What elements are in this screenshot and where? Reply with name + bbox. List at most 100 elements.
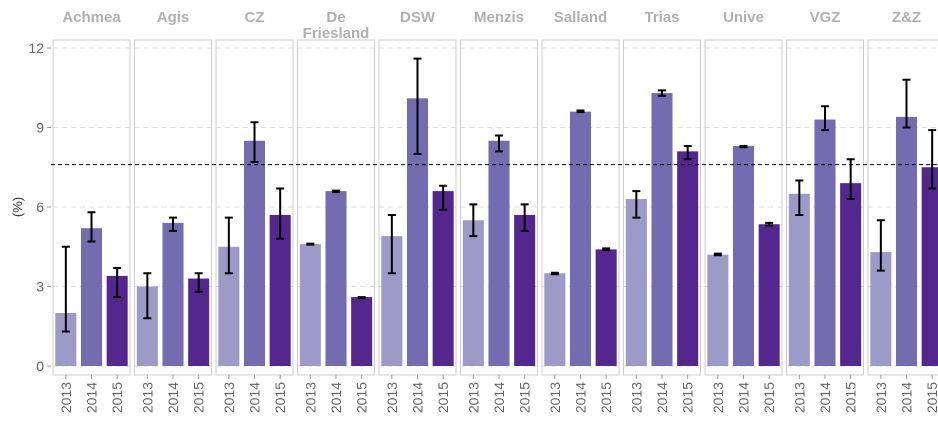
error-bar	[928, 129, 937, 190]
y-tick-label: 6	[36, 199, 44, 215]
bar	[488, 140, 510, 366]
bar	[595, 249, 617, 366]
error-bar	[276, 187, 285, 240]
facet-title: VGZ	[809, 9, 841, 26]
bar	[707, 254, 729, 366]
x-tick-label: 2013	[384, 382, 400, 413]
bar	[218, 246, 240, 366]
bar	[106, 275, 128, 366]
bar	[325, 191, 347, 366]
x-tick-label: 2015	[191, 382, 207, 413]
x-tick-label: 2015	[680, 382, 696, 413]
y-axis-label: (%)	[10, 197, 25, 217]
error-bar	[87, 211, 96, 243]
error-bar	[683, 145, 692, 161]
error-bar	[576, 109, 585, 114]
error-bar	[306, 242, 315, 246]
x-tick-label: 2014	[736, 382, 752, 413]
x-tick-label: 2013	[710, 382, 726, 413]
x-tick-label: 2014	[84, 382, 100, 413]
x-tick-label: 2015	[924, 382, 938, 413]
facet-title: Z&Z	[891, 9, 922, 26]
bar	[758, 224, 780, 366]
x-tick-label: 2013	[547, 382, 563, 413]
y-tick-label: 0	[36, 358, 44, 374]
error-bar	[169, 216, 177, 232]
error-bar	[357, 296, 366, 300]
x-tick-label: 2013	[302, 382, 318, 413]
bar	[406, 98, 429, 366]
bar	[243, 140, 266, 366]
facet-title: Agis	[156, 9, 190, 26]
bar	[351, 297, 373, 366]
error-bar	[61, 245, 70, 333]
bar	[870, 252, 892, 366]
facet-title: Unive	[723, 9, 764, 26]
bar	[80, 228, 103, 366]
bar	[514, 214, 536, 366]
error-bar	[765, 221, 774, 227]
error-bar	[550, 271, 559, 276]
bar	[814, 119, 836, 366]
bar	[432, 191, 454, 366]
x-tick-label: 2014	[165, 382, 181, 413]
error-bar	[795, 179, 804, 216]
x-tick-label: 2015	[354, 382, 370, 413]
facet-title: CZ	[244, 9, 265, 26]
bar	[569, 111, 592, 366]
bar	[921, 167, 938, 366]
bar	[269, 214, 291, 366]
x-tick-label: 2015	[517, 382, 533, 413]
x-tick-label: 2015	[761, 382, 777, 413]
error-bar	[250, 121, 259, 163]
x-tick-label: 2013	[139, 382, 155, 413]
bar	[136, 286, 158, 366]
error-bar	[224, 216, 233, 275]
x-tick-label: 2013	[465, 382, 481, 413]
error-bar	[902, 78, 911, 129]
facet-title: Trias	[644, 9, 680, 26]
bar	[299, 244, 321, 366]
error-bar	[739, 145, 748, 149]
error-bar	[143, 272, 152, 320]
facet-title: DSW	[400, 9, 435, 26]
x-tick-label: 2015	[272, 382, 288, 413]
bar	[188, 278, 210, 366]
x-tick-label: 2014	[817, 382, 833, 413]
bar	[381, 236, 403, 366]
error-bar	[194, 272, 203, 293]
x-tick-label: 2015	[109, 382, 125, 413]
x-tick-label: 2015	[843, 382, 859, 413]
x-tick-label: 2014	[247, 382, 263, 413]
facet-title: Salland	[553, 9, 608, 26]
bar	[544, 273, 566, 366]
y-tick-label: 3	[36, 279, 44, 295]
x-tick-label: 2013	[221, 382, 237, 413]
x-tick-label: 2015	[435, 382, 451, 413]
x-tick-label: 2013	[628, 382, 644, 413]
bar	[625, 199, 647, 366]
x-tick-label: 2014	[654, 382, 670, 413]
x-tick-label: 2014	[573, 382, 589, 413]
bar	[895, 116, 918, 367]
error-bar	[387, 213, 396, 275]
error-bar	[520, 203, 529, 232]
bar	[677, 151, 699, 366]
facet-title: Achmea	[62, 9, 121, 26]
y-tick-label: 12	[28, 40, 44, 56]
x-tick-label: 2014	[899, 382, 915, 413]
x-tick-label: 2013	[873, 382, 889, 413]
error-bar	[658, 89, 666, 97]
error-bar	[876, 219, 885, 272]
bar	[55, 313, 77, 366]
error-bar	[332, 189, 340, 194]
error-bar	[821, 105, 829, 132]
error-bar	[439, 184, 448, 211]
error-bar	[602, 247, 611, 251]
error-bar	[113, 266, 122, 299]
bar	[732, 146, 755, 366]
x-tick-label: 2013	[791, 382, 807, 413]
bar	[462, 220, 484, 366]
